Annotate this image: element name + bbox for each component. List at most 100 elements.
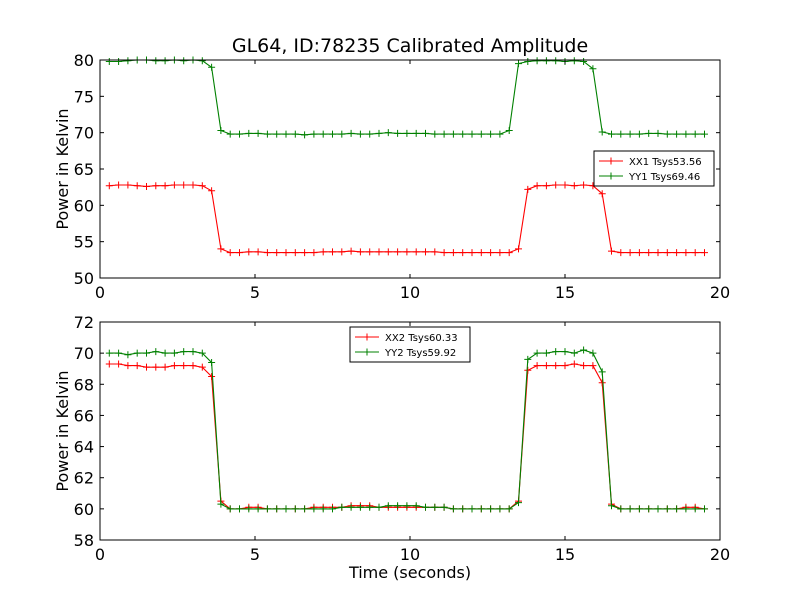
data-point-marker: [617, 505, 625, 513]
data-point-marker: [384, 248, 392, 256]
y-tick-label: 60: [74, 500, 94, 519]
data-point-marker: [282, 130, 290, 138]
data-point-marker: [589, 65, 597, 73]
data-point-marker: [338, 248, 346, 256]
legend-marker: [363, 348, 371, 356]
y-tick-label: 62: [74, 469, 94, 488]
data-point-marker: [133, 182, 141, 190]
data-point-marker: [598, 190, 606, 198]
data-point-marker: [217, 245, 225, 253]
x-tick-label: 10: [400, 545, 420, 564]
data-point-marker: [663, 505, 671, 513]
data-point-marker: [254, 248, 262, 256]
data-point-marker: [338, 130, 346, 138]
data-point-marker: [310, 249, 318, 257]
data-point-marker: [608, 247, 615, 255]
data-point-marker: [515, 499, 522, 507]
data-point-marker: [161, 363, 169, 371]
data-point-marker: [198, 349, 206, 357]
data-point-marker: [124, 351, 132, 359]
data-point-marker: [645, 505, 653, 513]
data-point-marker: [552, 181, 560, 189]
x-tick-label: 5: [250, 283, 260, 302]
data-point-marker: [449, 249, 457, 257]
data-point-marker: [143, 182, 150, 190]
data-point-marker: [552, 57, 560, 65]
data-point-marker: [580, 57, 588, 65]
data-point-marker: [691, 505, 699, 513]
series-line: [109, 59, 705, 136]
data-point-marker: [589, 362, 597, 370]
data-point-marker: [273, 249, 281, 257]
data-point-marker: [263, 249, 271, 257]
data-point-marker: [152, 363, 160, 371]
data-point-marker: [533, 362, 541, 370]
data-point-marker: [654, 249, 662, 257]
data-point-marker: [701, 130, 708, 138]
data-point-marker: [645, 249, 653, 257]
data-point-marker: [477, 249, 485, 257]
data-point-marker: [561, 348, 569, 356]
data-point-marker: [356, 130, 364, 138]
data-point-marker: [459, 249, 467, 257]
legend-entry: YY1 Tsys69.46: [628, 172, 700, 183]
data-point-marker: [189, 362, 197, 370]
data-point-marker: [105, 182, 113, 190]
data-point-marker: [170, 181, 178, 189]
data-point-marker: [701, 249, 708, 257]
data-point-marker: [635, 505, 643, 513]
data-point-marker: [570, 360, 578, 368]
data-point-marker: [105, 349, 113, 357]
data-point-marker: [226, 130, 234, 138]
data-point-marker: [673, 505, 681, 513]
data-point-marker: [180, 181, 188, 189]
y-axis-label: Power in Kelvin: [53, 370, 72, 491]
data-point-marker: [347, 503, 355, 511]
data-point-marker: [449, 130, 457, 138]
data-point-marker: [477, 505, 485, 513]
data-point-marker: [524, 57, 532, 65]
data-point-marker: [124, 57, 132, 65]
data-point-marker: [654, 129, 662, 137]
data-point-marker: [542, 182, 550, 190]
data-point-marker: [412, 248, 420, 256]
legend-marker: [363, 333, 371, 341]
data-point-marker: [570, 57, 578, 65]
x-tick-label: 0: [95, 283, 105, 302]
data-point-marker: [468, 505, 476, 513]
data-point-marker: [208, 358, 216, 366]
data-point-marker: [208, 187, 216, 195]
data-point-marker: [254, 129, 262, 137]
data-point-marker: [663, 249, 671, 257]
data-point-marker: [366, 503, 374, 511]
data-point-marker: [208, 373, 216, 380]
data-point-marker: [217, 500, 225, 508]
y-tick-label: 64: [74, 438, 94, 457]
data-point-marker: [580, 181, 588, 189]
data-point-marker: [515, 60, 522, 68]
data-point-marker: [180, 57, 188, 65]
data-point-marker: [384, 502, 392, 510]
data-point-marker: [617, 130, 625, 138]
data-point-marker: [310, 130, 318, 138]
data-point-marker: [236, 130, 243, 138]
data-point-marker: [645, 129, 653, 137]
data-point-marker: [403, 248, 411, 256]
y-tick-label: 65: [74, 160, 94, 179]
legend-box: [349, 326, 471, 363]
legend-marker: [607, 172, 615, 180]
data-point-marker: [263, 130, 271, 138]
data-point-marker: [654, 505, 662, 513]
data-point-marker: [422, 248, 429, 256]
x-tick-label: 15: [555, 545, 575, 564]
data-point-marker: [366, 130, 374, 138]
data-point-marker: [180, 362, 188, 370]
data-point-marker: [115, 181, 123, 189]
data-point-marker: [189, 348, 197, 356]
data-point-marker: [198, 363, 206, 371]
data-point-marker: [626, 130, 634, 138]
data-point-marker: [301, 505, 309, 513]
legend-entry: XX1 Tsys53.56: [629, 157, 702, 168]
data-point-marker: [263, 505, 271, 513]
data-point-marker: [291, 249, 299, 257]
